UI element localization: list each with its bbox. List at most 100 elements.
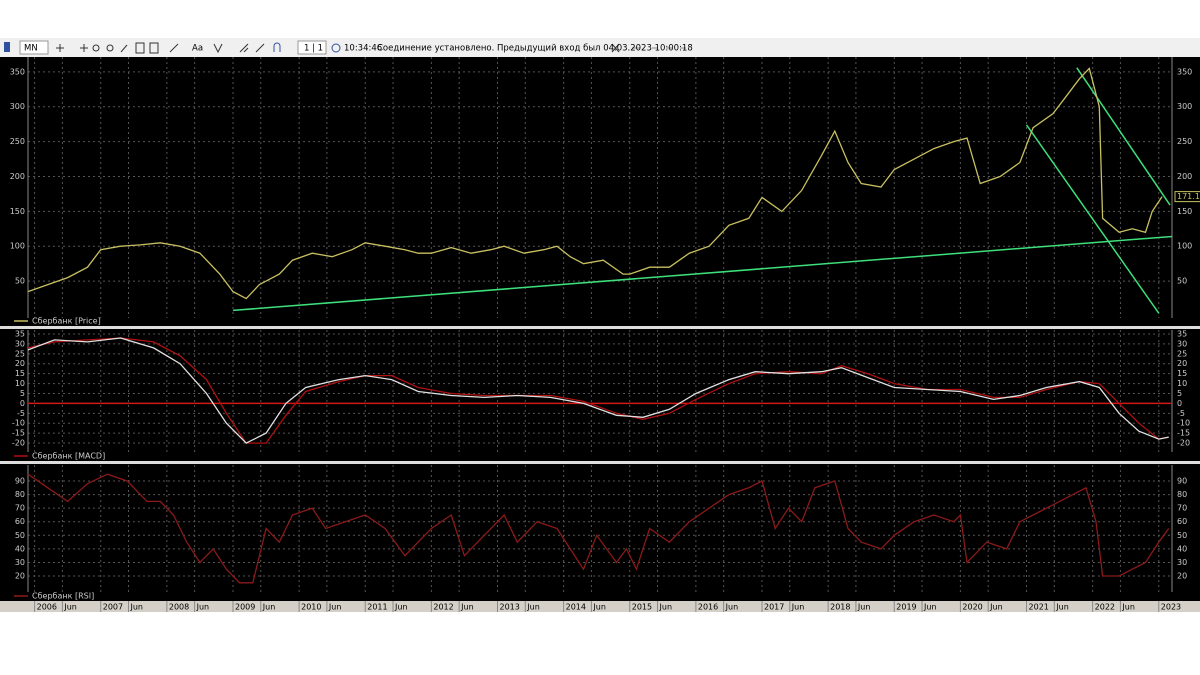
x-tick-label: Jun — [262, 603, 276, 612]
trend-line — [1025, 124, 1160, 314]
fib-tool[interactable] — [239, 43, 249, 53]
y-tick-label-right: 300 — [1177, 102, 1192, 111]
y-tick-label-left: 20 — [15, 572, 25, 581]
y-tick-label-left: 15 — [15, 369, 25, 378]
y-tick-label-right: 350 — [1177, 67, 1192, 76]
close-button[interactable] — [611, 43, 620, 53]
y-tick-label-right: 0 — [1177, 399, 1182, 408]
series-line — [27, 67, 1163, 300]
font-button[interactable]: Aa — [192, 44, 203, 54]
y-tick-label-right: 150 — [1177, 207, 1192, 216]
y-tick-label-left: 50 — [15, 531, 25, 540]
clock-icon — [331, 43, 341, 53]
x-tick-label: Jun — [130, 603, 144, 612]
x-tick-label: 2014 — [566, 603, 586, 612]
x-tick-label: 2009 — [235, 603, 255, 612]
legend-label: Сбербанк [MACD] — [32, 452, 105, 461]
time-axis-bar — [0, 601, 1200, 612]
y-tick-label-left: -5 — [17, 409, 25, 418]
x-tick-label: 2008 — [169, 603, 189, 612]
y-tick-label-right: 250 — [1177, 137, 1192, 146]
y-tick-label-right: 100 — [1177, 242, 1192, 251]
x-tick-label: Jun — [989, 603, 1003, 612]
timeframe[interactable]: MN — [24, 44, 38, 54]
y-tick-label-right: -5 — [1177, 409, 1185, 418]
clock-time: 10:34:46 — [344, 44, 382, 54]
y-tick-label-left: 90 — [15, 477, 25, 486]
x-tick-label: 2020 — [962, 603, 982, 612]
hand-tool[interactable] — [135, 42, 145, 54]
y-tick-label-left: 5 — [20, 389, 25, 398]
crosshair-tool[interactable] — [56, 44, 64, 52]
x-tick-label: 2018 — [830, 603, 850, 612]
x-tick-label: 2007 — [103, 603, 123, 612]
y-tick-label-right: 30 — [1177, 558, 1187, 567]
y-tick-label-left: 10 — [15, 379, 25, 388]
y-tick-label-right: 200 — [1177, 172, 1192, 181]
hand-tool-2[interactable] — [149, 42, 159, 54]
y-tick-label-left: 20 — [15, 359, 25, 368]
y-tick-label-left: -20 — [12, 439, 25, 448]
y-tick-label-left: 0 — [20, 399, 25, 408]
trend-line — [1076, 67, 1171, 206]
channel-tool[interactable] — [255, 43, 265, 53]
x-tick-label: 2010 — [301, 603, 321, 612]
y-tick-label-right: 40 — [1177, 544, 1187, 553]
x-tick-label: Jun — [394, 603, 408, 612]
y-tick-label-left: 25 — [15, 349, 25, 358]
y-tick-label-right: 10 — [1177, 379, 1187, 388]
y-tick-label-right: 50 — [1177, 277, 1187, 286]
y-tick-label-left: 60 — [15, 517, 25, 526]
x-tick-label: Jun — [328, 603, 342, 612]
last-value-label: 171.16 — [1177, 192, 1200, 201]
zoom-in-tool[interactable] — [92, 44, 100, 52]
y-tick-label-right: 90 — [1177, 477, 1187, 486]
trend-line — [232, 235, 1173, 312]
x-tick-label: 2017 — [764, 603, 784, 612]
y-tick-label-left: 30 — [15, 558, 25, 567]
page-box — [297, 40, 327, 55]
x-tick-label: 2019 — [896, 603, 916, 612]
zoom-out-tool[interactable] — [106, 44, 114, 52]
y-tick-label-left: 100 — [10, 242, 25, 251]
y-tick-label-left: 200 — [10, 172, 25, 181]
y-tick-label-right: 20 — [1177, 359, 1187, 368]
x-tick-label: Jun — [526, 603, 540, 612]
y-tick-label-right: 50 — [1177, 531, 1187, 540]
magnet-tool[interactable] — [273, 42, 281, 52]
y-tick-label-left: 250 — [10, 137, 25, 146]
x-tick-label: Jun — [592, 603, 606, 612]
x-tick-label: 2023 — [1161, 603, 1181, 612]
tool-icons — [56, 42, 686, 54]
x-tick-label: 2011 — [367, 603, 387, 612]
last-value-box — [1174, 191, 1200, 203]
y-tick-label-left: -10 — [12, 419, 25, 428]
line-tool[interactable] — [169, 43, 179, 53]
y-tick-label-left: 80 — [15, 490, 25, 499]
toolbar-items: MN Aa 1 | 1 10:34:46 Соединение установл… — [4, 40, 693, 55]
y-tick-label-right: 35 — [1177, 329, 1187, 338]
move-tool[interactable] — [80, 44, 88, 52]
x-tick-label: Jun — [460, 603, 474, 612]
timeframe-box[interactable] — [19, 40, 49, 55]
y-tick-label-left: 30 — [15, 339, 25, 348]
y-tick-label-left: 350 — [10, 67, 25, 76]
y-tick-label-right: -15 — [1177, 429, 1190, 438]
draw-tool[interactable] — [213, 43, 223, 54]
y-tick-label-right: 30 — [1177, 339, 1187, 348]
x-tick-label: 2015 — [632, 603, 652, 612]
x-tick-label: Jun — [923, 603, 937, 612]
y-tick-label-right: 70 — [1177, 504, 1187, 513]
x-tick-label: Jun — [1055, 603, 1069, 612]
y-tick-label-left: 40 — [15, 544, 25, 553]
chart-icon[interactable] — [4, 42, 10, 52]
status-message: Соединение установлено. Предыдущий вход … — [377, 44, 693, 54]
x-tick-label: Jun — [791, 603, 805, 612]
legend-label: Сбербанк [Price] — [32, 317, 101, 326]
x-tick-label: 2006 — [37, 603, 57, 612]
series-line — [27, 337, 1169, 444]
pen-tool[interactable] — [120, 44, 128, 53]
y-tick-label-right: 20 — [1177, 572, 1187, 581]
y-tick-label-left: 70 — [15, 504, 25, 513]
y-tick-label-left: 35 — [15, 329, 25, 338]
